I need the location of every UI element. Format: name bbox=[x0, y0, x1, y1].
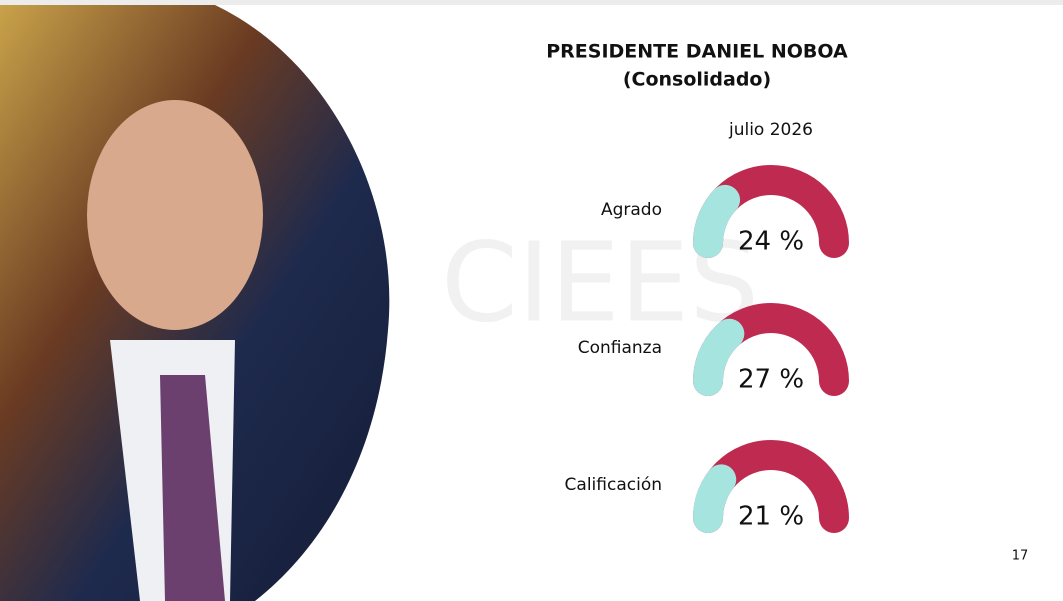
value-label: 21 % bbox=[738, 502, 804, 532]
chart-subtitle: (Consolidado) bbox=[623, 69, 771, 91]
gauge-value bbox=[693, 464, 737, 533]
chart-title: PRESIDENTE DANIEL NOBOA bbox=[546, 41, 848, 63]
category-label: Confianza bbox=[578, 338, 662, 358]
portrait-tie bbox=[160, 375, 225, 601]
top-strip bbox=[0, 0, 1063, 5]
page-number: 17 bbox=[1012, 549, 1029, 564]
value-label: 24 % bbox=[738, 227, 804, 257]
gauge-value bbox=[693, 184, 741, 258]
portrait-face bbox=[87, 100, 263, 330]
gauge-value bbox=[693, 318, 745, 396]
category-label: Calificación bbox=[565, 475, 662, 495]
value-label: 27 % bbox=[738, 365, 804, 395]
category-label: Agrado bbox=[601, 200, 662, 220]
period-label: julio 2026 bbox=[728, 120, 813, 140]
